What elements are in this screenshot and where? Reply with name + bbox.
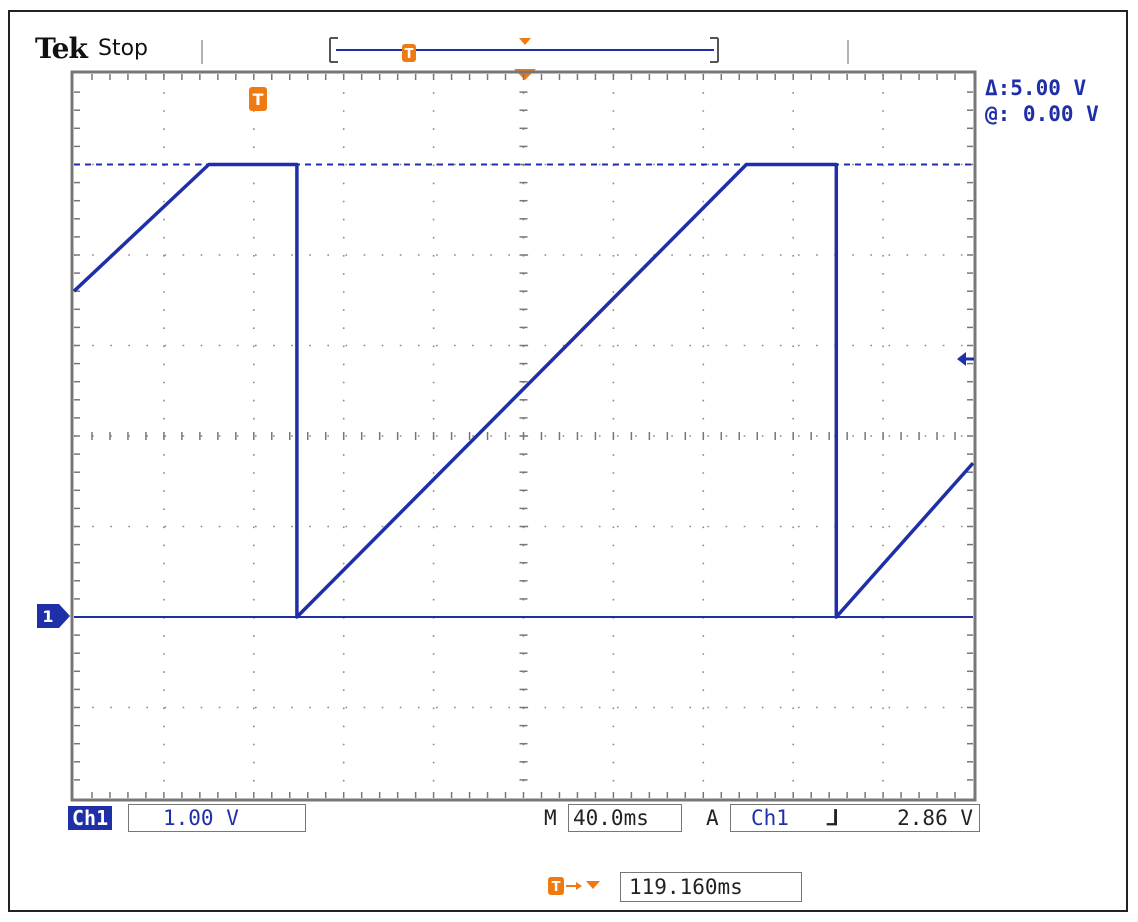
svg-text:T: T [253,90,264,109]
trigger-t-icon: T [249,87,267,111]
record-bar [329,37,719,63]
trigger-t-icon: T [402,44,416,62]
trigger-offset-icon: T [548,877,600,895]
scope-frame [8,10,1128,912]
timebase-value[interactable]: 40.0ms [568,804,682,832]
channel-scale[interactable]: 1.00 V [128,804,306,832]
svg-text:T: T [405,47,414,62]
trigger-slope-falling-icon: ⅃ [827,806,839,830]
trigger-offset[interactable]: 119.160ms [620,872,802,902]
arrow-left-icon [957,352,974,366]
graticule [74,74,973,798]
channel-label[interactable]: Ch1 [68,806,113,830]
brand-logo: Tek [35,32,88,65]
triangle-down-icon [519,38,531,45]
record-view: T [201,37,849,80]
timebase-prefix: M [544,806,557,830]
graticule-border [70,70,977,802]
cursor-position-readout: @: 0.00 V [985,102,1099,126]
trigger-level: 2.86 V [897,806,973,830]
trigger-mode: A [706,806,719,830]
acquisition-state: Stop [98,36,149,61]
cursor-delta-readout: Δ:5.00 V [985,76,1087,100]
channel-1-ground-marker: 1 [37,604,70,628]
svg-text:T: T [552,880,561,895]
triangle-down-icon [586,881,600,889]
trigger-source: Ch1 [751,806,789,830]
waveform-display[interactable]: T 1 [0,0,1138,830]
trigger-settings[interactable]: Ch1 ⅃ 2.86 V [730,804,980,832]
svg-text:1: 1 [42,607,53,626]
channel-1-trace [72,162,975,619]
